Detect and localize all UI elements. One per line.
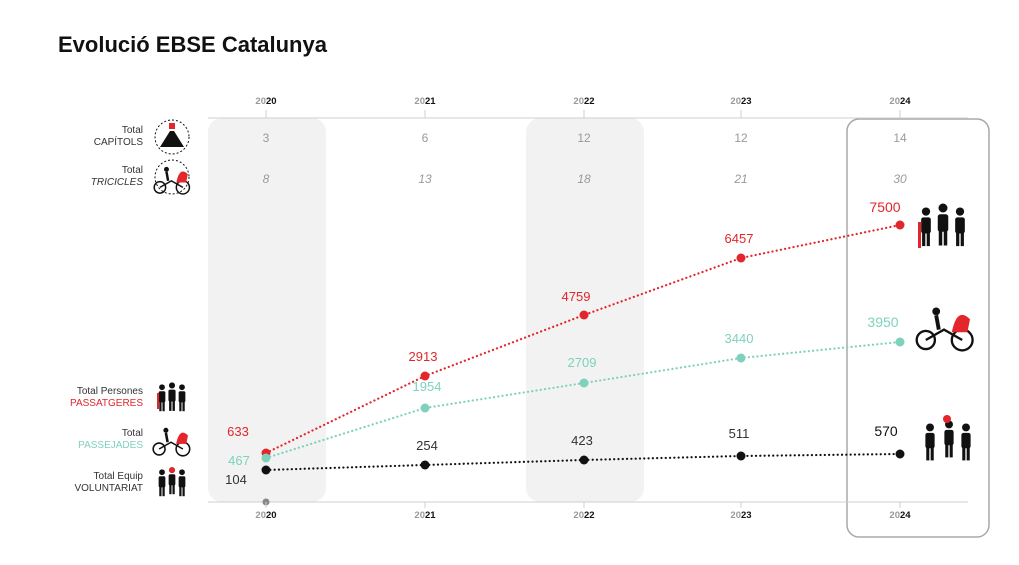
volunteers-icon — [925, 415, 971, 461]
shaded-band-2022 — [526, 118, 644, 502]
volunteers-team-icon — [158, 467, 186, 497]
row-label-passatgeres-line1: Total Persones — [77, 386, 143, 397]
tricicles-value-2024: 30 — [893, 172, 907, 186]
point-passejades-2020 — [261, 453, 271, 463]
data-series: 633 2913 4759 6457 7500 467 1954 2709 3440 3950 10… — [225, 199, 905, 487]
x-tick-label-top-2020: 2020 — [255, 96, 276, 107]
people-group-icon — [157, 382, 186, 412]
tricycle-ride-icon — [915, 307, 974, 352]
data-label-passatgeres-2022: 4759 — [562, 289, 591, 304]
table-rows: 3 6 12 12 14 8 13 18 21 30 — [263, 131, 907, 186]
row-label-voluntariat-line2: VOLUNTARIAT — [74, 483, 143, 494]
data-label-voluntariat-2024: 570 — [874, 423, 898, 439]
data-label-passejades-2021: 1954 — [413, 379, 442, 394]
x-tick-label-bottom-2020: 2020 — [255, 510, 276, 521]
capitols-value-2021: 6 — [422, 131, 429, 145]
passengers-group-icon — [918, 203, 965, 248]
point-voluntariat-2020 — [261, 465, 271, 475]
x-tick-label-top-2024: 2024 — [889, 96, 911, 107]
tricicles-value-2023: 21 — [733, 172, 747, 186]
x-tick-label-bottom-2023: 2023 — [730, 510, 751, 521]
data-label-passatgeres-2021: 2913 — [409, 349, 438, 364]
point-voluntariat-2022 — [579, 455, 589, 465]
row-label-passejades-line2: PASSEJADES — [78, 440, 143, 451]
capitols-value-2020: 3 — [263, 131, 270, 145]
point-voluntariat-2023 — [736, 451, 746, 461]
point-passatgeres-2022 — [579, 310, 589, 320]
row-label-passatgeres-line2: PASSATGERES — [70, 398, 143, 409]
x-tick-label-top-2021: 2021 — [414, 96, 436, 107]
highlight-box-2024 — [846, 118, 990, 538]
data-label-passejades-2020: 467 — [228, 453, 250, 468]
data-label-voluntariat-2021: 254 — [416, 438, 438, 453]
point-passejades-2023 — [736, 353, 746, 363]
x-tick-label-bottom-2024: 2024 — [889, 510, 911, 521]
tricicles-value-2020: 8 — [263, 172, 270, 186]
tricicles-value-2021: 13 — [418, 172, 432, 186]
shaded-year-bands — [208, 118, 990, 538]
capitols-value-2022: 12 — [577, 131, 591, 145]
data-label-passejades-2024: 3950 — [867, 314, 898, 330]
x-tick-label-top-2023: 2023 — [730, 96, 751, 107]
capitols-value-2023: 12 — [734, 131, 748, 145]
point-passatgeres-2023 — [736, 253, 746, 263]
data-label-voluntariat-2023: 511 — [729, 426, 750, 441]
point-passatgeres-2021 — [420, 371, 430, 381]
point-passejades-2024 — [895, 337, 905, 347]
row-label-tricicles-line1: Total — [122, 165, 143, 176]
data-label-voluntariat-2020: 104 — [225, 472, 247, 487]
data-label-passejades-2022: 2709 — [568, 355, 597, 370]
point-passatgeres-2024 — [895, 220, 905, 230]
series-end-icons — [915, 203, 974, 461]
point-voluntariat-2021 — [420, 460, 430, 470]
row-label-passejades-line1: Total — [122, 428, 143, 439]
tricycle-icon — [153, 159, 191, 195]
shaded-band-2020 — [208, 118, 326, 502]
hands-circle-icon — [154, 119, 190, 155]
row-label-voluntariat-line1: Total Equip — [94, 471, 144, 482]
row-label-capitols-line1: Total — [122, 125, 143, 136]
chart-title: Evolució EBSE Catalunya — [58, 32, 327, 57]
data-label-passejades-2023: 3440 — [725, 331, 754, 346]
axes: 2020 2020 2021 2021 2022 2022 2023 2023 2024 2024 — [208, 96, 968, 521]
series-line-passatgeres — [264, 223, 902, 455]
row-label-tricicles-line2: TRICICLES — [91, 177, 144, 188]
x-tick-label-bottom-2022: 2022 — [573, 510, 594, 521]
row-label-capitols-line2: CAPÍTOLS — [94, 135, 144, 148]
point-passejades-2022 — [579, 378, 589, 388]
tricicles-value-2022: 18 — [577, 172, 591, 186]
x-tick-label-top-2022: 2022 — [573, 96, 594, 107]
data-label-voluntariat-2022: 423 — [571, 433, 593, 448]
point-passejades-2021 — [420, 403, 430, 413]
data-label-passatgeres-2020: 633 — [227, 424, 249, 439]
capitols-value-2024: 14 — [893, 131, 907, 145]
point-voluntariat-2024 — [895, 449, 905, 459]
x-tick-label-bottom-2021: 2021 — [414, 510, 436, 521]
tricycle-rider-icon — [152, 427, 191, 457]
data-label-passatgeres-2024: 7500 — [869, 199, 900, 215]
data-label-passatgeres-2023: 6457 — [725, 231, 754, 246]
